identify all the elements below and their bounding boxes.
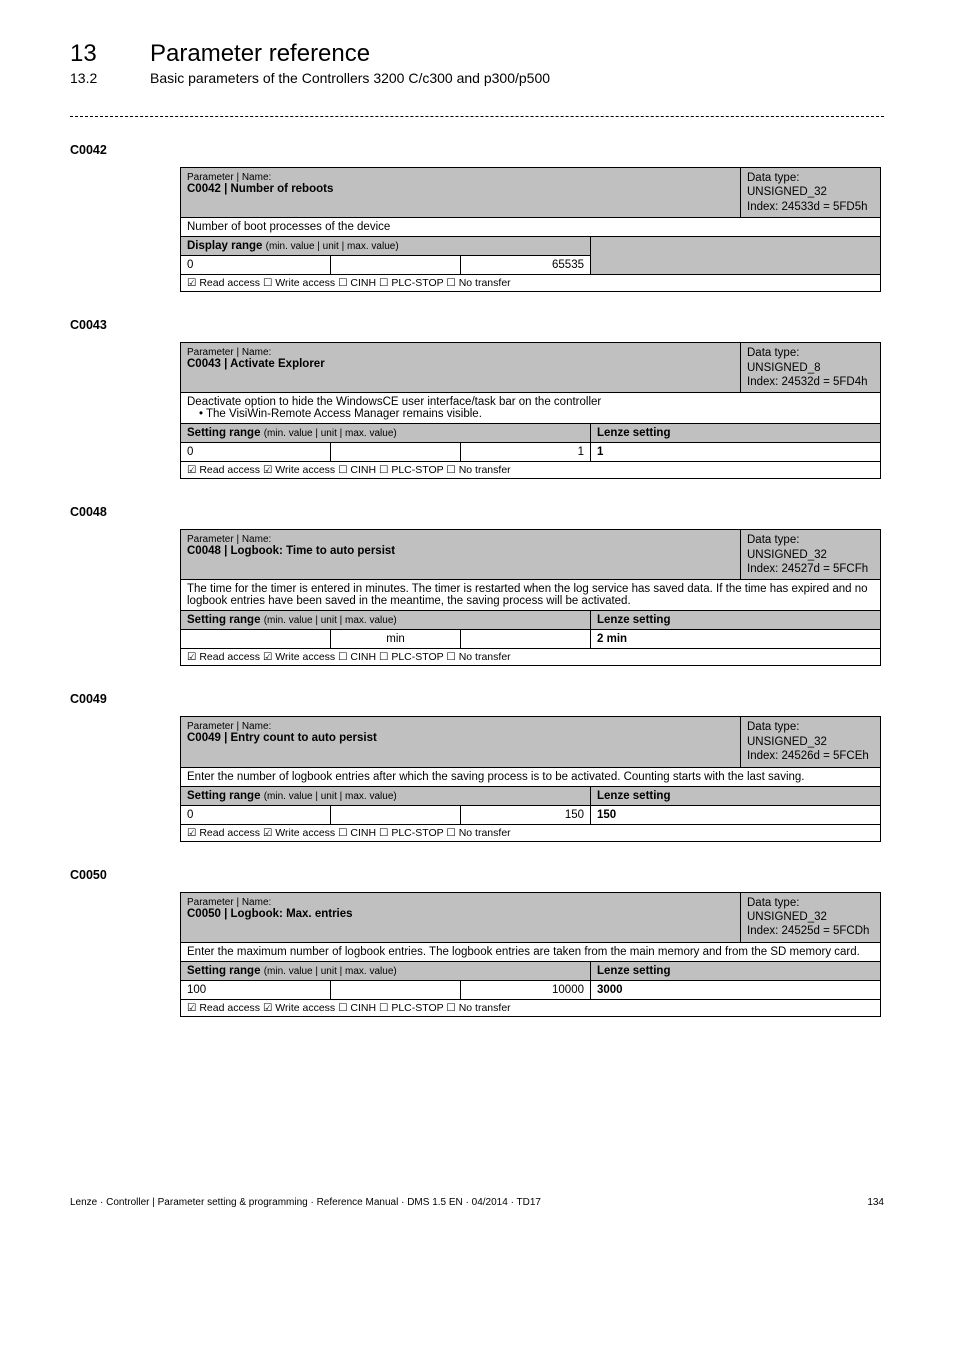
param-name: C0049 | Entry count to auto persist: [187, 732, 377, 744]
section-title: Basic parameters of the Controllers 3200…: [150, 70, 550, 86]
data-index: Index: 24527d = 5FCFh: [747, 563, 868, 575]
data-index: Index: 24533d = 5FD5h: [747, 201, 868, 213]
param-table-c0048: Parameter | Name: C0048 | Logbook: Time …: [180, 529, 881, 666]
range-label: Setting range: [187, 427, 260, 439]
range-unit: [331, 443, 461, 462]
param-description: Enter the maximum number of logbook entr…: [181, 942, 881, 961]
range-max: 150: [461, 805, 591, 824]
range-min: 0: [181, 256, 331, 275]
section-number: 13.2: [70, 70, 150, 86]
lenze-value: 3000: [591, 980, 881, 999]
access-flags: ☑ Read access ☐ Write access ☐ CINH ☐ PL…: [181, 275, 881, 292]
range-max: 10000: [461, 980, 591, 999]
range-max: 1: [461, 443, 591, 462]
divider: [70, 116, 884, 117]
range-sublabel: (min. value | unit | max. value): [264, 428, 397, 439]
lenze-value: 150: [591, 805, 881, 824]
range-sublabel: (min. value | unit | max. value): [264, 791, 397, 802]
param-code-c0042: C0042: [70, 143, 884, 157]
access-flags: ☑ Read access ☑ Write access ☐ CINH ☐ PL…: [181, 649, 881, 666]
page-header: 13 Parameter reference 13.2 Basic parame…: [70, 40, 884, 86]
range-unit: min: [331, 630, 461, 649]
chapter-title: Parameter reference: [150, 40, 370, 68]
param-code-c0049: C0049: [70, 692, 884, 706]
range-min: 100: [181, 980, 331, 999]
access-flags: ☑ Read access ☑ Write access ☐ CINH ☐ PL…: [181, 999, 881, 1016]
page-footer: Lenze · Controller | Parameter setting &…: [70, 1197, 884, 1208]
data-index: Index: 24526d = 5FCEh: [747, 750, 869, 762]
range-unit: [331, 980, 461, 999]
param-label: Parameter | Name:: [187, 721, 271, 732]
lenze-label: Lenze setting: [591, 424, 881, 443]
lenze-label: Lenze setting: [591, 611, 881, 630]
param-name: C0042 | Number of reboots: [187, 183, 333, 195]
param-description: The time for the timer is entered in min…: [181, 580, 881, 611]
range-max: 65535: [461, 256, 591, 275]
param-code-c0048: C0048: [70, 505, 884, 519]
param-table-c0049: Parameter | Name: C0049 | Entry count to…: [180, 716, 881, 841]
param-code-c0050: C0050: [70, 868, 884, 882]
param-table-c0042: Parameter | Name: C0042 | Number of rebo…: [180, 167, 881, 292]
param-label: Parameter | Name:: [187, 347, 271, 358]
data-type: Data type: UNSIGNED_32: [747, 721, 827, 747]
lenze-value: 2 min: [591, 630, 881, 649]
data-type: Data type: UNSIGNED_32: [747, 534, 827, 560]
param-description: Deactivate option to hide the WindowsCE …: [181, 393, 881, 424]
data-type: Data type: UNSIGNED_32: [747, 172, 827, 198]
range-unit: [331, 805, 461, 824]
footer-page-number: 134: [867, 1197, 884, 1208]
range-label: Setting range: [187, 790, 260, 802]
range-label: Setting range: [187, 965, 260, 977]
data-index: Index: 24525d = 5FCDh: [747, 925, 869, 937]
lenze-label: Lenze setting: [591, 961, 881, 980]
data-type: Data type: UNSIGNED_32: [747, 897, 827, 923]
lenze-value: 1: [591, 443, 881, 462]
param-table-c0050: Parameter | Name: C0050 | Logbook: Max. …: [180, 892, 881, 1017]
range-sublabel: (min. value | unit | max. value): [264, 615, 397, 626]
param-table-c0043: Parameter | Name: C0043 | Activate Explo…: [180, 342, 881, 479]
param-name: C0050 | Logbook: Max. entries: [187, 908, 353, 920]
param-label: Parameter | Name:: [187, 897, 271, 908]
data-type: Data type: UNSIGNED_8: [747, 347, 821, 373]
range-min: 0: [181, 805, 331, 824]
param-code-c0043: C0043: [70, 318, 884, 332]
range-label: Setting range: [187, 614, 260, 626]
lenze-label: Lenze setting: [591, 786, 881, 805]
range-max: [461, 630, 591, 649]
range-unit: [331, 256, 461, 275]
data-index: Index: 24532d = 5FD4h: [747, 376, 868, 388]
footer-left: Lenze · Controller | Parameter setting &…: [70, 1197, 541, 1208]
param-label: Parameter | Name:: [187, 534, 271, 545]
access-flags: ☑ Read access ☑ Write access ☐ CINH ☐ PL…: [181, 462, 881, 479]
param-label: Parameter | Name:: [187, 172, 271, 183]
access-flags: ☑ Read access ☑ Write access ☐ CINH ☐ PL…: [181, 824, 881, 841]
range-label: Display range: [187, 240, 262, 252]
param-name: C0043 | Activate Explorer: [187, 358, 325, 370]
param-description: Number of boot processes of the device: [181, 218, 881, 237]
range-min: [181, 630, 331, 649]
range-sublabel: (min. value | unit | max. value): [266, 241, 399, 252]
range-min: 0: [181, 443, 331, 462]
chapter-number: 13: [70, 40, 150, 68]
range-sublabel: (min. value | unit | max. value): [264, 966, 397, 977]
param-name: C0048 | Logbook: Time to auto persist: [187, 545, 395, 557]
param-description: Enter the number of logbook entries afte…: [181, 767, 881, 786]
